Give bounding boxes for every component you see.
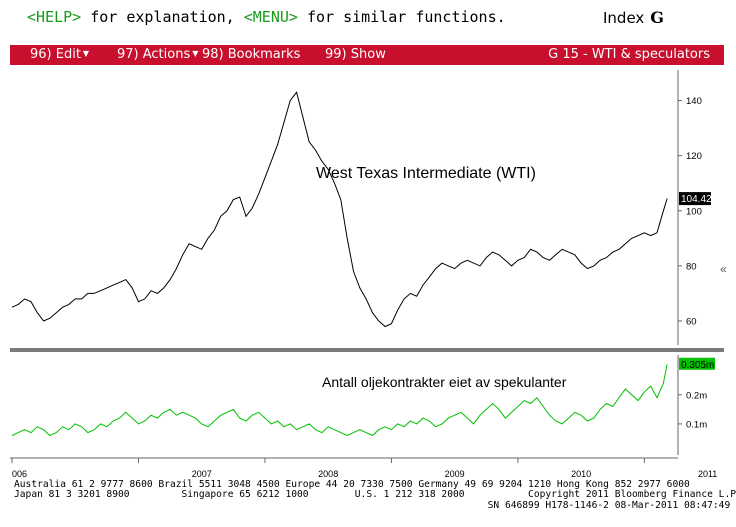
menu-bookmarks-label: 98) Bookmarks: [202, 47, 301, 62]
wti-last-price: 104.42: [681, 194, 712, 205]
security-type-label: Index G: [603, 8, 664, 27]
y-tick-label: 120: [686, 151, 702, 162]
y-tick-label: 100: [686, 206, 702, 217]
footer-line-3: SN 646899 H178-1146-2 08-Mar-2011 08:47:…: [14, 499, 731, 511]
menu-show[interactable]: 99) Show: [325, 47, 386, 62]
menu-edit[interactable]: 96) Edit ▼: [30, 47, 89, 62]
wti-series-line: [11, 91, 668, 328]
spec-last-value-tag: 0.305m: [679, 357, 715, 371]
footer-contacts: Australia 61 2 9777 8600 Brazil 5511 304…: [14, 479, 736, 511]
x-tick-label: 2007: [192, 469, 212, 479]
menu-bar: 96) Edit ▼ 97) Actions ▼ 98) Bookmarks 99)…: [10, 45, 724, 65]
y-tick-label: 0.2m: [686, 390, 707, 401]
spec-chart-title: Antall oljekontrakter eiet av spekulante…: [322, 374, 567, 390]
y-tick-label: 140: [686, 96, 702, 107]
help-line: <HELP> for explanation, <MENU> for simil…: [27, 8, 506, 26]
wti-last-price-tag: 104.42: [679, 192, 712, 206]
menu-edit-label: 96) Edit: [30, 47, 81, 62]
menu-actions-label: 97) Actions: [117, 47, 191, 62]
menu-bookmarks[interactable]: 98) Bookmarks: [202, 47, 306, 62]
footer-line-1: Australia 61 2 9777 8600 Brazil 5511 304…: [14, 479, 690, 490]
menu-key[interactable]: <MENU>: [243, 8, 298, 26]
chart-background: [10, 65, 724, 480]
spec-series-line: [11, 364, 668, 437]
help-key[interactable]: <HELP>: [27, 8, 82, 26]
collapse-arrow-icon[interactable]: «: [720, 262, 727, 276]
x-tick-label: 2009: [445, 469, 465, 479]
chevron-down-icon: ▼: [82, 49, 90, 58]
y-tick-label: 0.1m: [686, 419, 707, 430]
spec-last-value: 0.305m: [681, 360, 714, 371]
y-tick-label: 60: [686, 316, 697, 327]
help-text: for explanation,: [81, 8, 244, 26]
function-title: G 15 - WTI & speculators: [548, 47, 710, 62]
menu-text: for similar functions.: [297, 8, 506, 26]
x-tick-label: 2008: [318, 469, 338, 479]
index-letter: G: [650, 8, 664, 27]
menu-show-label: 99) Show: [325, 47, 386, 62]
speculators-panel: 0.1m 0.2m Antall oljekontrakter eiet av s…: [11, 355, 715, 455]
chart-area[interactable]: 60 80 100 120 140 West Texas Intermediate (W…: [0, 65, 736, 480]
index-text: Index: [603, 9, 645, 27]
x-tick-label: 2011: [698, 469, 717, 479]
x-tick-label: 2010: [571, 469, 591, 479]
menu-actions[interactable]: 97) Actions ▼: [117, 47, 198, 62]
y-tick-label: 80: [686, 261, 697, 272]
panel-separator[interactable]: [10, 348, 724, 352]
chevron-down-icon: ▼: [192, 49, 199, 58]
wti-panel: 60 80 100 120 140 West Texas Intermediate (W…: [11, 70, 712, 345]
x-tick-label: 006: [12, 469, 27, 479]
footer-line-2: Japan 81 3 3201 8900 Singapore 65 6212 1…: [14, 489, 736, 501]
wti-chart-title: West Texas Intermediate (WTI): [316, 165, 536, 182]
